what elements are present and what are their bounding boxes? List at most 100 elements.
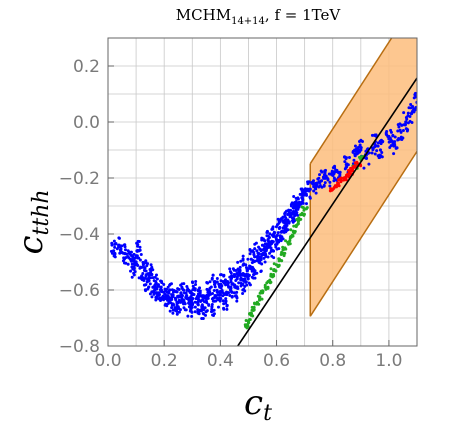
data-point [344,166,348,170]
data-point [334,178,338,182]
data-point [114,242,118,246]
data-point [211,273,215,277]
data-point [157,293,161,297]
data-point [141,272,145,276]
data-point [155,285,159,289]
data-point [248,312,252,316]
data-point [342,155,346,159]
data-point [185,288,189,292]
data-point [260,297,264,301]
data-point [191,284,195,288]
data-point [241,254,245,258]
data-point [189,295,193,299]
data-point [292,224,296,228]
y-tick-label: 0.2 [73,57,100,77]
data-point [143,266,147,270]
data-point [270,241,274,245]
data-point [135,263,139,267]
data-point [137,240,141,244]
data-point [318,173,322,177]
data-point [263,247,267,251]
chart-title: MCHM14+14, f = 1TeV [176,6,342,27]
data-point [226,281,230,285]
data-point [396,129,400,133]
data-point [353,148,357,152]
data-point [214,299,218,303]
data-point [138,258,142,262]
data-point [373,152,377,156]
data-point [292,206,296,210]
data-point [272,268,276,272]
data-point [297,204,301,208]
data-point [190,305,194,309]
data-point [264,253,268,257]
data-point [241,263,245,267]
data-point [323,176,327,180]
data-point [353,152,357,156]
data-point [375,149,379,153]
data-point [200,317,204,321]
data-point [190,310,194,314]
data-point [346,163,350,167]
data-point [244,280,248,284]
data-point [219,297,223,301]
data-point [357,145,361,149]
data-point [293,213,297,217]
data-point [185,284,189,288]
data-point [248,264,252,268]
data-point [203,306,207,310]
data-point [223,278,227,282]
data-point [378,148,383,152]
data-point [113,245,117,249]
data-point [263,283,267,287]
data-point [351,166,355,170]
data-point [271,249,275,253]
data-point [275,233,279,237]
data-point [200,309,204,313]
data-point [265,234,269,238]
data-point [222,273,226,277]
data-point [208,280,212,284]
data-point [218,299,222,303]
data-point [219,279,223,283]
data-point [228,294,232,298]
data-point [255,259,259,263]
data-point [170,306,174,310]
data-point [228,288,232,292]
data-point [198,286,202,290]
series-1 [243,155,365,330]
data-point [246,277,250,281]
data-point [304,207,308,211]
data-point [230,290,234,294]
data-point [300,188,304,192]
data-point [173,309,177,313]
data-point [268,251,272,255]
data-point [265,281,269,285]
data-point [180,294,184,298]
data-point [167,291,171,295]
data-point [242,272,246,276]
data-point [262,256,266,260]
plot-area: 0.0 0.2 0.4 0.6 0.8 1.0 −0.8 −0.6 −0.4 −0.2 0.0 0.2 [59,37,418,371]
y-tick-label: 0.0 [73,113,100,133]
data-point [205,301,209,305]
data-point [281,245,285,249]
data-point [287,220,291,224]
data-point [205,309,209,313]
data-point [397,125,401,129]
plot-frame [107,37,418,347]
data-point [278,258,282,262]
data-point [213,282,217,286]
data-point [357,139,361,143]
data-point [267,240,271,244]
data-point [236,260,240,264]
x-tick-label: 0.6 [263,351,290,371]
data-point [347,155,351,159]
data-point [408,115,412,119]
data-point [233,275,237,279]
data-point [202,294,206,298]
data-point [235,290,239,294]
data-point [133,270,137,274]
data-point [286,228,290,232]
data-point [276,265,280,269]
